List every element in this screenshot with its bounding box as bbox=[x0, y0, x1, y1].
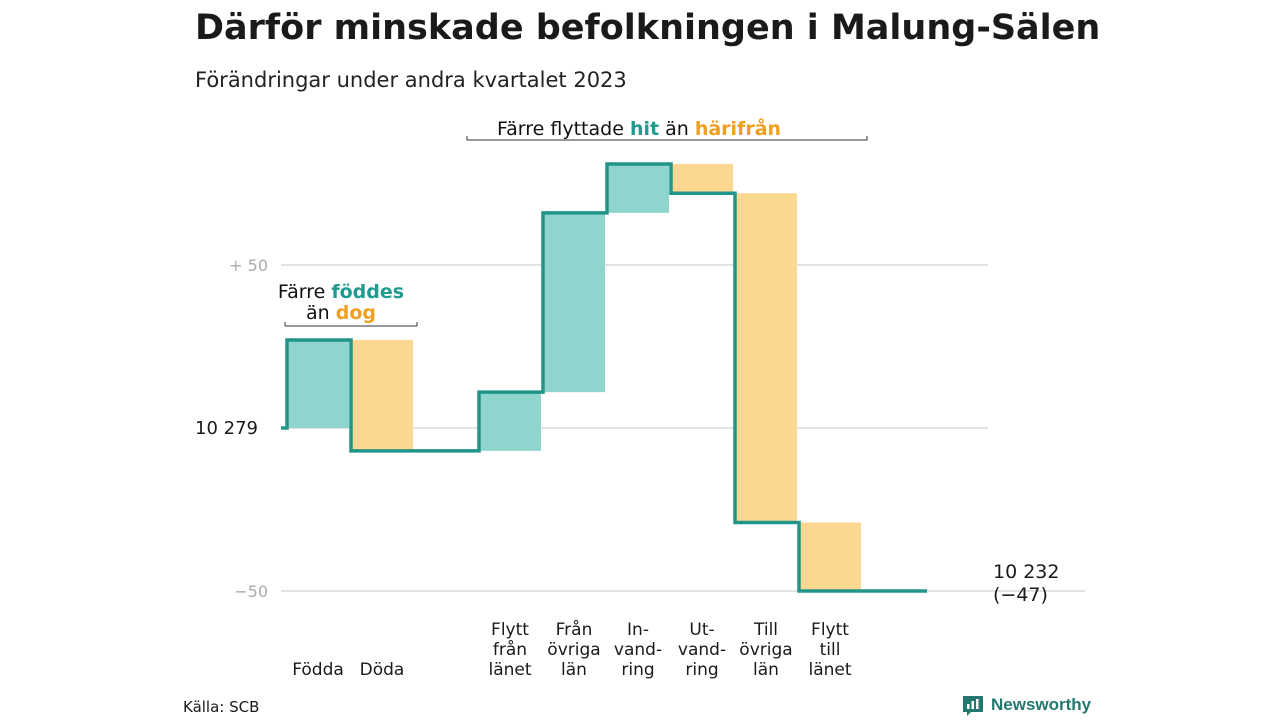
bar-inflow bbox=[543, 212, 605, 393]
x-tick-label-line: vand- bbox=[678, 640, 726, 660]
start-value-label: 10 279 bbox=[195, 418, 258, 439]
x-tick-label-line: länet bbox=[488, 660, 531, 680]
source-note: Källa: SCB bbox=[183, 698, 260, 716]
x-tick-label: Födda bbox=[292, 660, 344, 680]
x-tick-label-line: Döda bbox=[360, 660, 405, 680]
annotation-word: Färre flyttade bbox=[497, 118, 630, 140]
x-tick-label-line: Flytt bbox=[491, 620, 529, 640]
y-tick-label: −50 bbox=[234, 582, 268, 601]
brand-name: Newsworthy bbox=[991, 695, 1092, 714]
bar-inflow bbox=[287, 339, 349, 428]
x-tick-label-line: till bbox=[820, 640, 841, 660]
bar-inflow bbox=[607, 163, 669, 213]
x-tick-label: Från övriga län bbox=[547, 619, 600, 680]
x-tick-label: In-vand-ring bbox=[614, 620, 662, 680]
annotation-bracket bbox=[466, 136, 868, 141]
cumulative-step-line bbox=[281, 162, 927, 593]
annotation-bracket bbox=[284, 322, 418, 327]
annotation-word: föddes bbox=[331, 281, 404, 303]
y-axis-labels: + 50 −50 10 279 bbox=[195, 256, 268, 601]
annotation-text: än dog bbox=[306, 302, 376, 324]
annotation-word: Färre bbox=[278, 281, 331, 303]
annotation-word: hit bbox=[630, 118, 659, 140]
x-tick-label: Ut-vand-ring bbox=[678, 620, 726, 680]
x-tick-label-line: ring bbox=[685, 660, 718, 680]
bar-outflow bbox=[351, 339, 413, 451]
brand-logo[interactable]: Newsworthy bbox=[961, 693, 1091, 717]
newsworthy-logo-icon bbox=[963, 696, 983, 716]
x-tick-label-line: ring bbox=[621, 660, 654, 680]
x-tick-label-line: län bbox=[561, 660, 587, 680]
bar-outflow bbox=[735, 193, 797, 523]
x-tick-label: Döda bbox=[360, 660, 405, 680]
end-change-label: (−47) bbox=[993, 584, 1048, 606]
x-tick-label: Flytt från länet bbox=[488, 620, 531, 680]
bar-outflow bbox=[799, 522, 861, 591]
x-tick-label-line: från bbox=[493, 639, 527, 660]
end-label: 10 232(−47) bbox=[993, 561, 1059, 606]
chart-title: Därför minskade befolkningen i Malung-Sä… bbox=[195, 8, 1101, 48]
x-tick-label-line: In- bbox=[627, 620, 649, 640]
bar-outflow bbox=[671, 163, 733, 194]
x-tick-label-line: övriga bbox=[739, 640, 792, 660]
annotation-word: än bbox=[306, 302, 336, 324]
x-tick-label-line: länet bbox=[808, 660, 851, 680]
x-tick-label: Till övriga län bbox=[739, 620, 792, 680]
bar-inflow bbox=[479, 392, 541, 451]
annotation-word: härifrån bbox=[695, 116, 781, 140]
x-tick-label-line: Från bbox=[556, 619, 593, 640]
x-tick-label-line: Födda bbox=[292, 660, 344, 680]
annotation-word: än bbox=[659, 118, 695, 140]
annotation-text: Färre föddes bbox=[278, 281, 404, 303]
x-tick-label-line: Till bbox=[753, 620, 778, 640]
x-tick-label: Flytt till länet bbox=[808, 620, 851, 680]
end-value-label: 10 232 bbox=[993, 561, 1059, 583]
x-tick-label-line: övriga bbox=[547, 640, 600, 660]
annotation-word: dog bbox=[336, 302, 376, 324]
x-tick-label-line: Ut- bbox=[689, 620, 714, 640]
bars bbox=[287, 163, 861, 591]
y-tick-label: + 50 bbox=[229, 256, 268, 275]
x-tick-label-line: län bbox=[753, 660, 779, 680]
x-tick-label-line: vand- bbox=[614, 640, 662, 660]
x-tick-label-line: Flytt bbox=[811, 620, 849, 640]
annotation-text: Färre flyttade hit än härifrån bbox=[497, 116, 781, 140]
chart-subtitle: Förändringar under andra kvartalet 2023 bbox=[195, 68, 627, 92]
